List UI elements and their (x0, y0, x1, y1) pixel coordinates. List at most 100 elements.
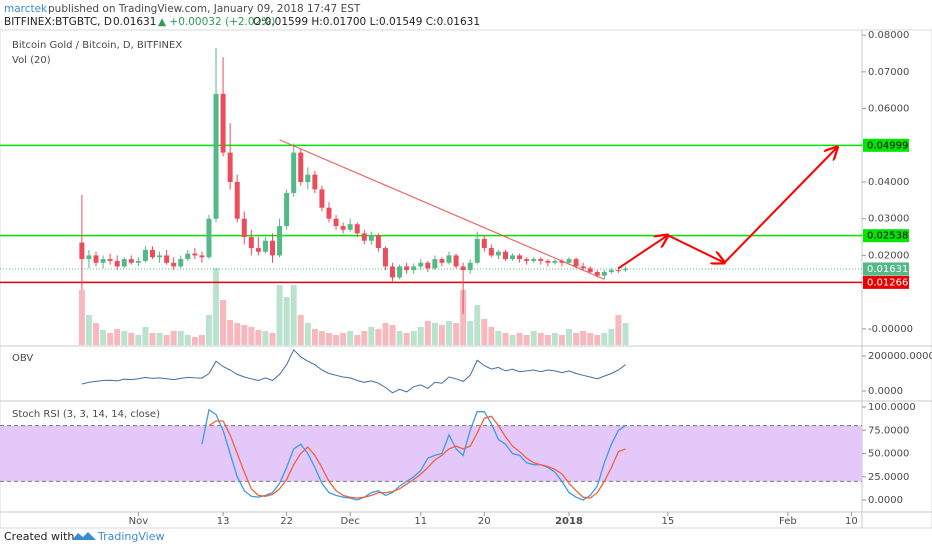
rsi-line (201, 408, 626, 501)
candle-body (326, 207, 332, 219)
rsi-line (208, 415, 626, 499)
candle-body (312, 174, 318, 190)
volume-bar (340, 333, 347, 345)
candle-body (559, 260, 565, 263)
volume-bar (304, 323, 311, 345)
arrow (667, 234, 724, 263)
volume-bar (290, 285, 297, 345)
volume-bar (213, 268, 220, 345)
volume-bar (580, 331, 587, 345)
volume-bar (481, 319, 488, 345)
candle-body (538, 259, 544, 261)
volume-bar (601, 333, 608, 345)
volume-bar (488, 327, 495, 345)
volume-bar (502, 333, 509, 345)
x-tick-label: Dec (340, 516, 359, 527)
volume-bar (128, 333, 135, 345)
footer-created: Created with (4, 530, 74, 543)
volume-bar (558, 335, 565, 345)
candle-body (213, 93, 219, 219)
obv-line (81, 348, 626, 394)
candle-body (248, 237, 254, 249)
y-tick-label: 0.0000 (868, 495, 903, 506)
candle-body (622, 268, 628, 271)
volume-bar (262, 331, 269, 345)
candle-body (488, 248, 494, 256)
arrow (723, 147, 837, 264)
volume-bar (396, 331, 403, 345)
candle-body (545, 260, 551, 263)
published: published on TradingView.com, January 09… (48, 3, 361, 15)
symbol: BITFINEX:BTGBTC, D (4, 16, 112, 28)
candle-body (100, 259, 106, 263)
volume-bar (198, 335, 205, 345)
candle-body (206, 218, 212, 258)
level-badge (863, 275, 909, 289)
price: 0.01631 (113, 16, 156, 28)
candle-body (467, 262, 473, 271)
candle-body (390, 266, 396, 278)
candle-body (262, 240, 268, 252)
volume-bar (85, 315, 92, 345)
candle-body (524, 259, 530, 261)
y-tick-label: 0.04000 (868, 177, 909, 188)
candle-body (510, 255, 516, 260)
candle-body (580, 266, 586, 269)
y-tick-label: -0.00000 (868, 324, 913, 335)
volume-bar (177, 331, 184, 345)
x-tick-label: 13 (217, 516, 230, 527)
x-tick-label: Feb (779, 516, 797, 527)
candle-body (128, 259, 134, 263)
candle-body (502, 251, 508, 260)
volume-bar (100, 330, 107, 345)
volume-bar (615, 315, 622, 345)
volume-bar (78, 290, 85, 345)
candle-body (234, 181, 240, 219)
x-tick-label: 15 (661, 516, 674, 527)
footer-brand[interactable]: TradingView (97, 530, 164, 543)
volume-bar (375, 329, 382, 345)
volume-bar (368, 327, 375, 345)
candle-body (474, 238, 480, 263)
volume-bar (333, 335, 340, 345)
candle-body (453, 255, 459, 267)
candle-body (340, 226, 346, 230)
volume-bar (438, 325, 445, 345)
change: ▲ +0.00032 (+2.02%) (158, 16, 275, 28)
candle-body (615, 270, 621, 272)
rsi-title: Stoch RSI (3, 3, 14, 14, close) (12, 409, 160, 420)
author[interactable]: marctek (4, 3, 48, 15)
level-badge (863, 229, 909, 243)
y-tick-label: 0.03000 (868, 214, 909, 225)
candle-body (594, 271, 600, 276)
candle-body (425, 262, 431, 269)
y-tick-label: 50.0000 (868, 449, 909, 460)
logo (72, 532, 96, 540)
volume-bar (523, 335, 530, 345)
candle-body (241, 218, 247, 238)
y-tick-label: 100.0000 (868, 402, 916, 413)
candle-body (164, 255, 170, 263)
candle-body (418, 262, 424, 267)
volume-bar (544, 335, 551, 345)
candle-body (227, 152, 233, 182)
candle-body (432, 259, 438, 269)
candle-body (375, 235, 381, 249)
level-label: 0.02538 (867, 231, 908, 242)
volume-bar (114, 329, 121, 345)
y-tick-label: 0.08000 (868, 30, 909, 41)
level-label: 0.01266 (867, 277, 908, 288)
candle-body (531, 259, 537, 261)
candle-body (255, 248, 261, 252)
candle-body (354, 224, 360, 234)
candle-body (411, 266, 417, 271)
y-tick-label: 200000.0000 (868, 351, 932, 362)
y-tick-label: 0.07000 (868, 67, 909, 78)
candle-body (171, 262, 177, 267)
volume-bar (234, 323, 241, 345)
volume-bar (283, 297, 290, 345)
volume-bar (453, 323, 460, 345)
frame (0, 29, 932, 529)
candle-body (347, 224, 353, 230)
